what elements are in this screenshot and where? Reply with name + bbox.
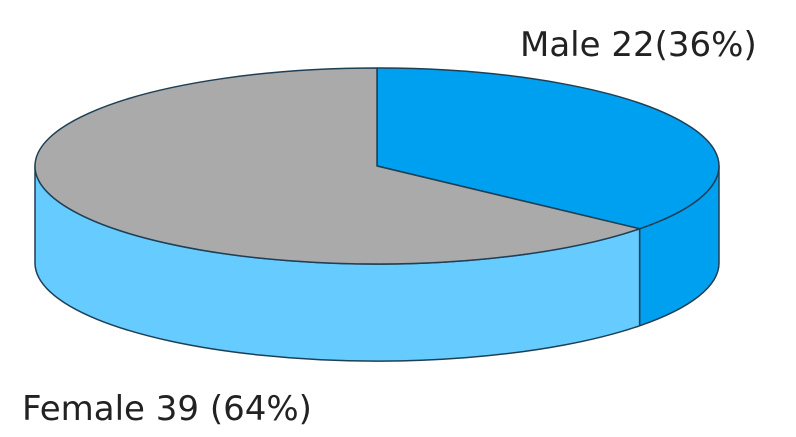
- pie-slices: [34, 67, 720, 362]
- slice-label-male: Male 22(36%): [520, 25, 757, 65]
- pie-slice-1: [34, 67, 641, 265]
- pie-slice-0: [376, 67, 720, 230]
- slice-label-female: Female 39 (64%): [22, 389, 312, 429]
